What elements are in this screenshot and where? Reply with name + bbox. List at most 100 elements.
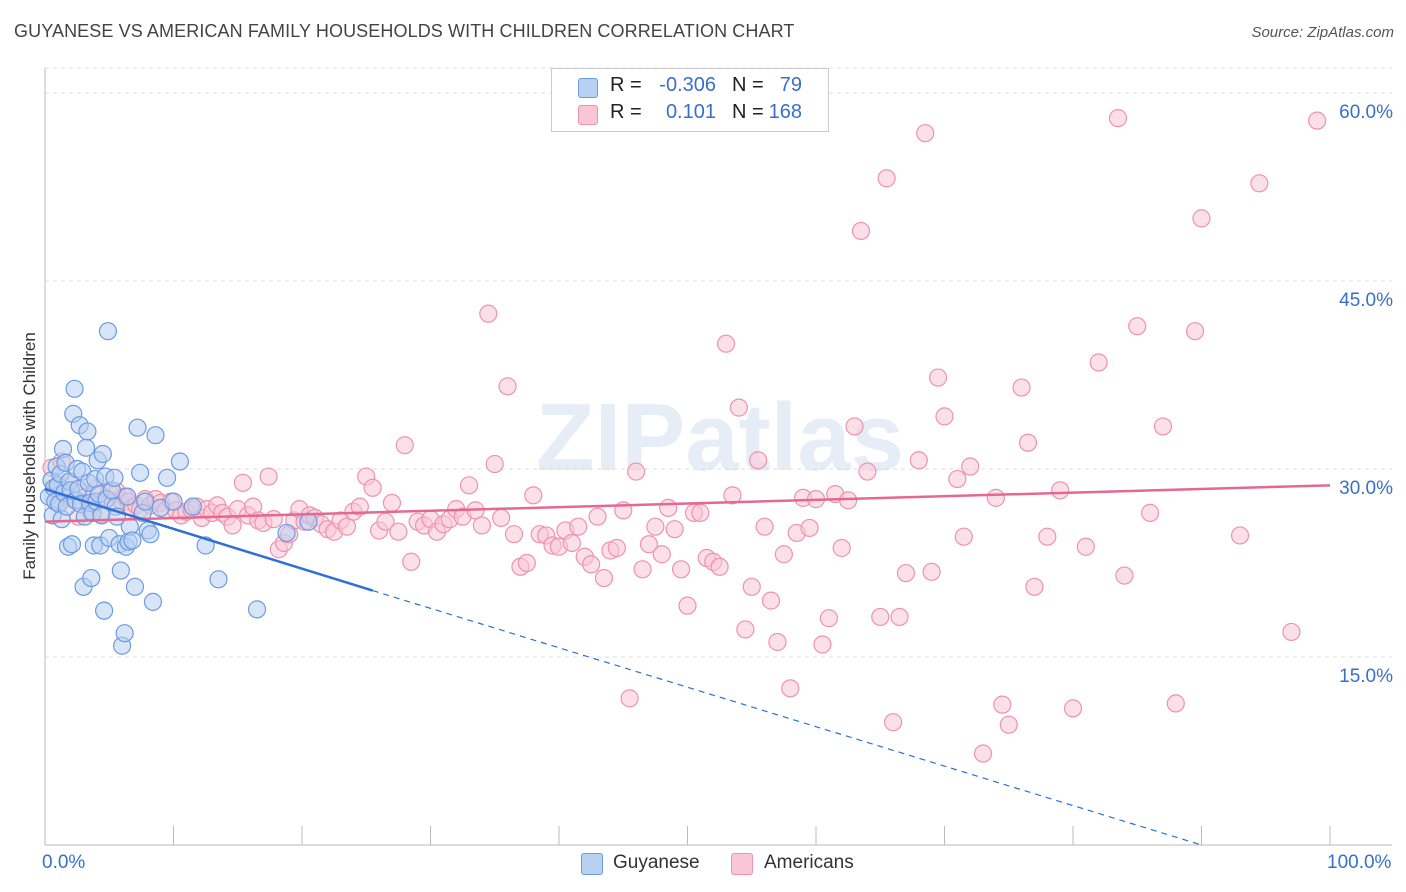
americans-point — [832, 538, 851, 558]
guyanese-swatch — [578, 78, 598, 98]
americans-point — [845, 417, 864, 436]
americans-point — [264, 510, 283, 529]
americans-point — [729, 398, 749, 417]
guyanese-point — [105, 468, 124, 487]
guyanese-point — [141, 525, 160, 544]
source-label: Source: ZipAtlas.com — [1251, 24, 1394, 41]
americans-point — [472, 516, 491, 535]
bottom-legend-guyanese-swatch — [581, 853, 603, 875]
americans-point — [1308, 111, 1327, 130]
americans-point — [877, 169, 896, 188]
americans-point — [639, 535, 659, 554]
guyanese-point — [136, 492, 155, 511]
guyanese-point — [209, 570, 228, 589]
legend-row-guyanese: R = -0.306 N = 79 — [552, 74, 828, 102]
trendlines — [44, 484, 1331, 846]
americans-point — [922, 562, 941, 581]
r-label: R = — [610, 101, 642, 123]
y-tick-label: 15.0% — [1339, 666, 1393, 687]
americans-point — [504, 525, 524, 544]
americans-point — [1282, 622, 1301, 642]
bottom-legend-americans: Americans — [764, 852, 854, 873]
americans-point — [485, 454, 504, 474]
guyanese-point — [95, 601, 114, 620]
americans-point — [678, 596, 697, 615]
guyanese-r-value: -0.306 — [659, 74, 716, 96]
y-tick-label: 45.0% — [1339, 290, 1393, 311]
americans-point — [395, 436, 414, 455]
americans-point — [909, 451, 928, 470]
guyanese-point — [82, 568, 101, 588]
guyanese-point — [123, 531, 142, 550]
americans-point — [749, 451, 768, 470]
americans-point — [626, 462, 646, 481]
americans-point — [607, 538, 626, 558]
guyanese-n-value: 79 — [779, 74, 802, 96]
guyanese-point — [62, 535, 82, 554]
n-label: N = — [732, 101, 764, 123]
americans-point — [710, 557, 729, 576]
y-tick-label: 60.0% — [1339, 102, 1393, 123]
y-axis-label: Family Households with Children — [20, 332, 39, 580]
americans-point — [1076, 537, 1095, 556]
americans-point — [1012, 378, 1031, 397]
americans-point — [916, 124, 935, 143]
americans-point — [562, 533, 581, 553]
americans-point — [819, 609, 838, 628]
americans-point — [363, 478, 382, 497]
guyanese-point — [125, 577, 145, 596]
americans-point — [948, 469, 967, 489]
y-tick-label: 30.0% — [1339, 478, 1393, 499]
guyanese-point — [247, 600, 267, 619]
americans-point — [1051, 481, 1070, 500]
americans-point — [736, 620, 755, 639]
y-tick-labels: 15.0% 30.0% 45.0% 60.0% — [1339, 102, 1393, 687]
chart-title: GUYANESE VS AMERICAN FAMILY HOUSEHOLDS W… — [14, 21, 795, 41]
watermark: ZIPatlas — [536, 384, 904, 491]
americans-point — [928, 368, 948, 387]
americans-point — [781, 679, 800, 698]
americans-point — [1018, 433, 1038, 452]
n-label: N = — [732, 74, 764, 96]
americans-point — [402, 552, 421, 571]
americans-point — [954, 527, 973, 546]
americans-point — [871, 607, 890, 627]
guyanese-point — [93, 444, 112, 464]
americans-point — [659, 498, 678, 517]
americans-point — [259, 467, 278, 486]
americans-point — [652, 545, 671, 564]
guyanese-point — [98, 322, 118, 341]
americans-point — [1250, 174, 1269, 193]
americans-point — [755, 517, 774, 536]
americans-point — [890, 607, 909, 627]
americans-point — [517, 553, 536, 573]
guyanese-point — [111, 561, 130, 580]
americans-point — [1063, 699, 1083, 718]
americans-point — [1230, 526, 1250, 545]
americans-n-value: 168 — [768, 101, 802, 123]
x-tick-label-min: 0.0% — [42, 852, 86, 873]
americans-point — [594, 568, 614, 588]
americans-point — [459, 476, 479, 495]
americans-point — [1166, 694, 1185, 713]
axes — [44, 68, 1392, 846]
americans-point — [389, 522, 408, 541]
americans-point — [935, 407, 954, 426]
americans-r-value: 0.101 — [665, 101, 716, 123]
americans-point — [716, 334, 736, 353]
americans-point — [800, 518, 819, 538]
americans-point — [973, 744, 993, 763]
guyanese-trendline-extension — [372, 590, 1202, 846]
americans-swatch — [578, 105, 598, 125]
americans-point — [1115, 566, 1134, 585]
americans-point — [479, 304, 498, 323]
guyanese-point — [157, 468, 177, 487]
bottom-legend-guyanese: Guyanese — [613, 852, 700, 873]
guyanese-point — [164, 492, 183, 511]
americans-point — [233, 473, 252, 492]
americans-point — [742, 577, 761, 596]
americans-point — [620, 689, 639, 708]
americans-point — [774, 545, 793, 564]
americans-point — [999, 715, 1018, 734]
americans-point — [1128, 317, 1147, 336]
